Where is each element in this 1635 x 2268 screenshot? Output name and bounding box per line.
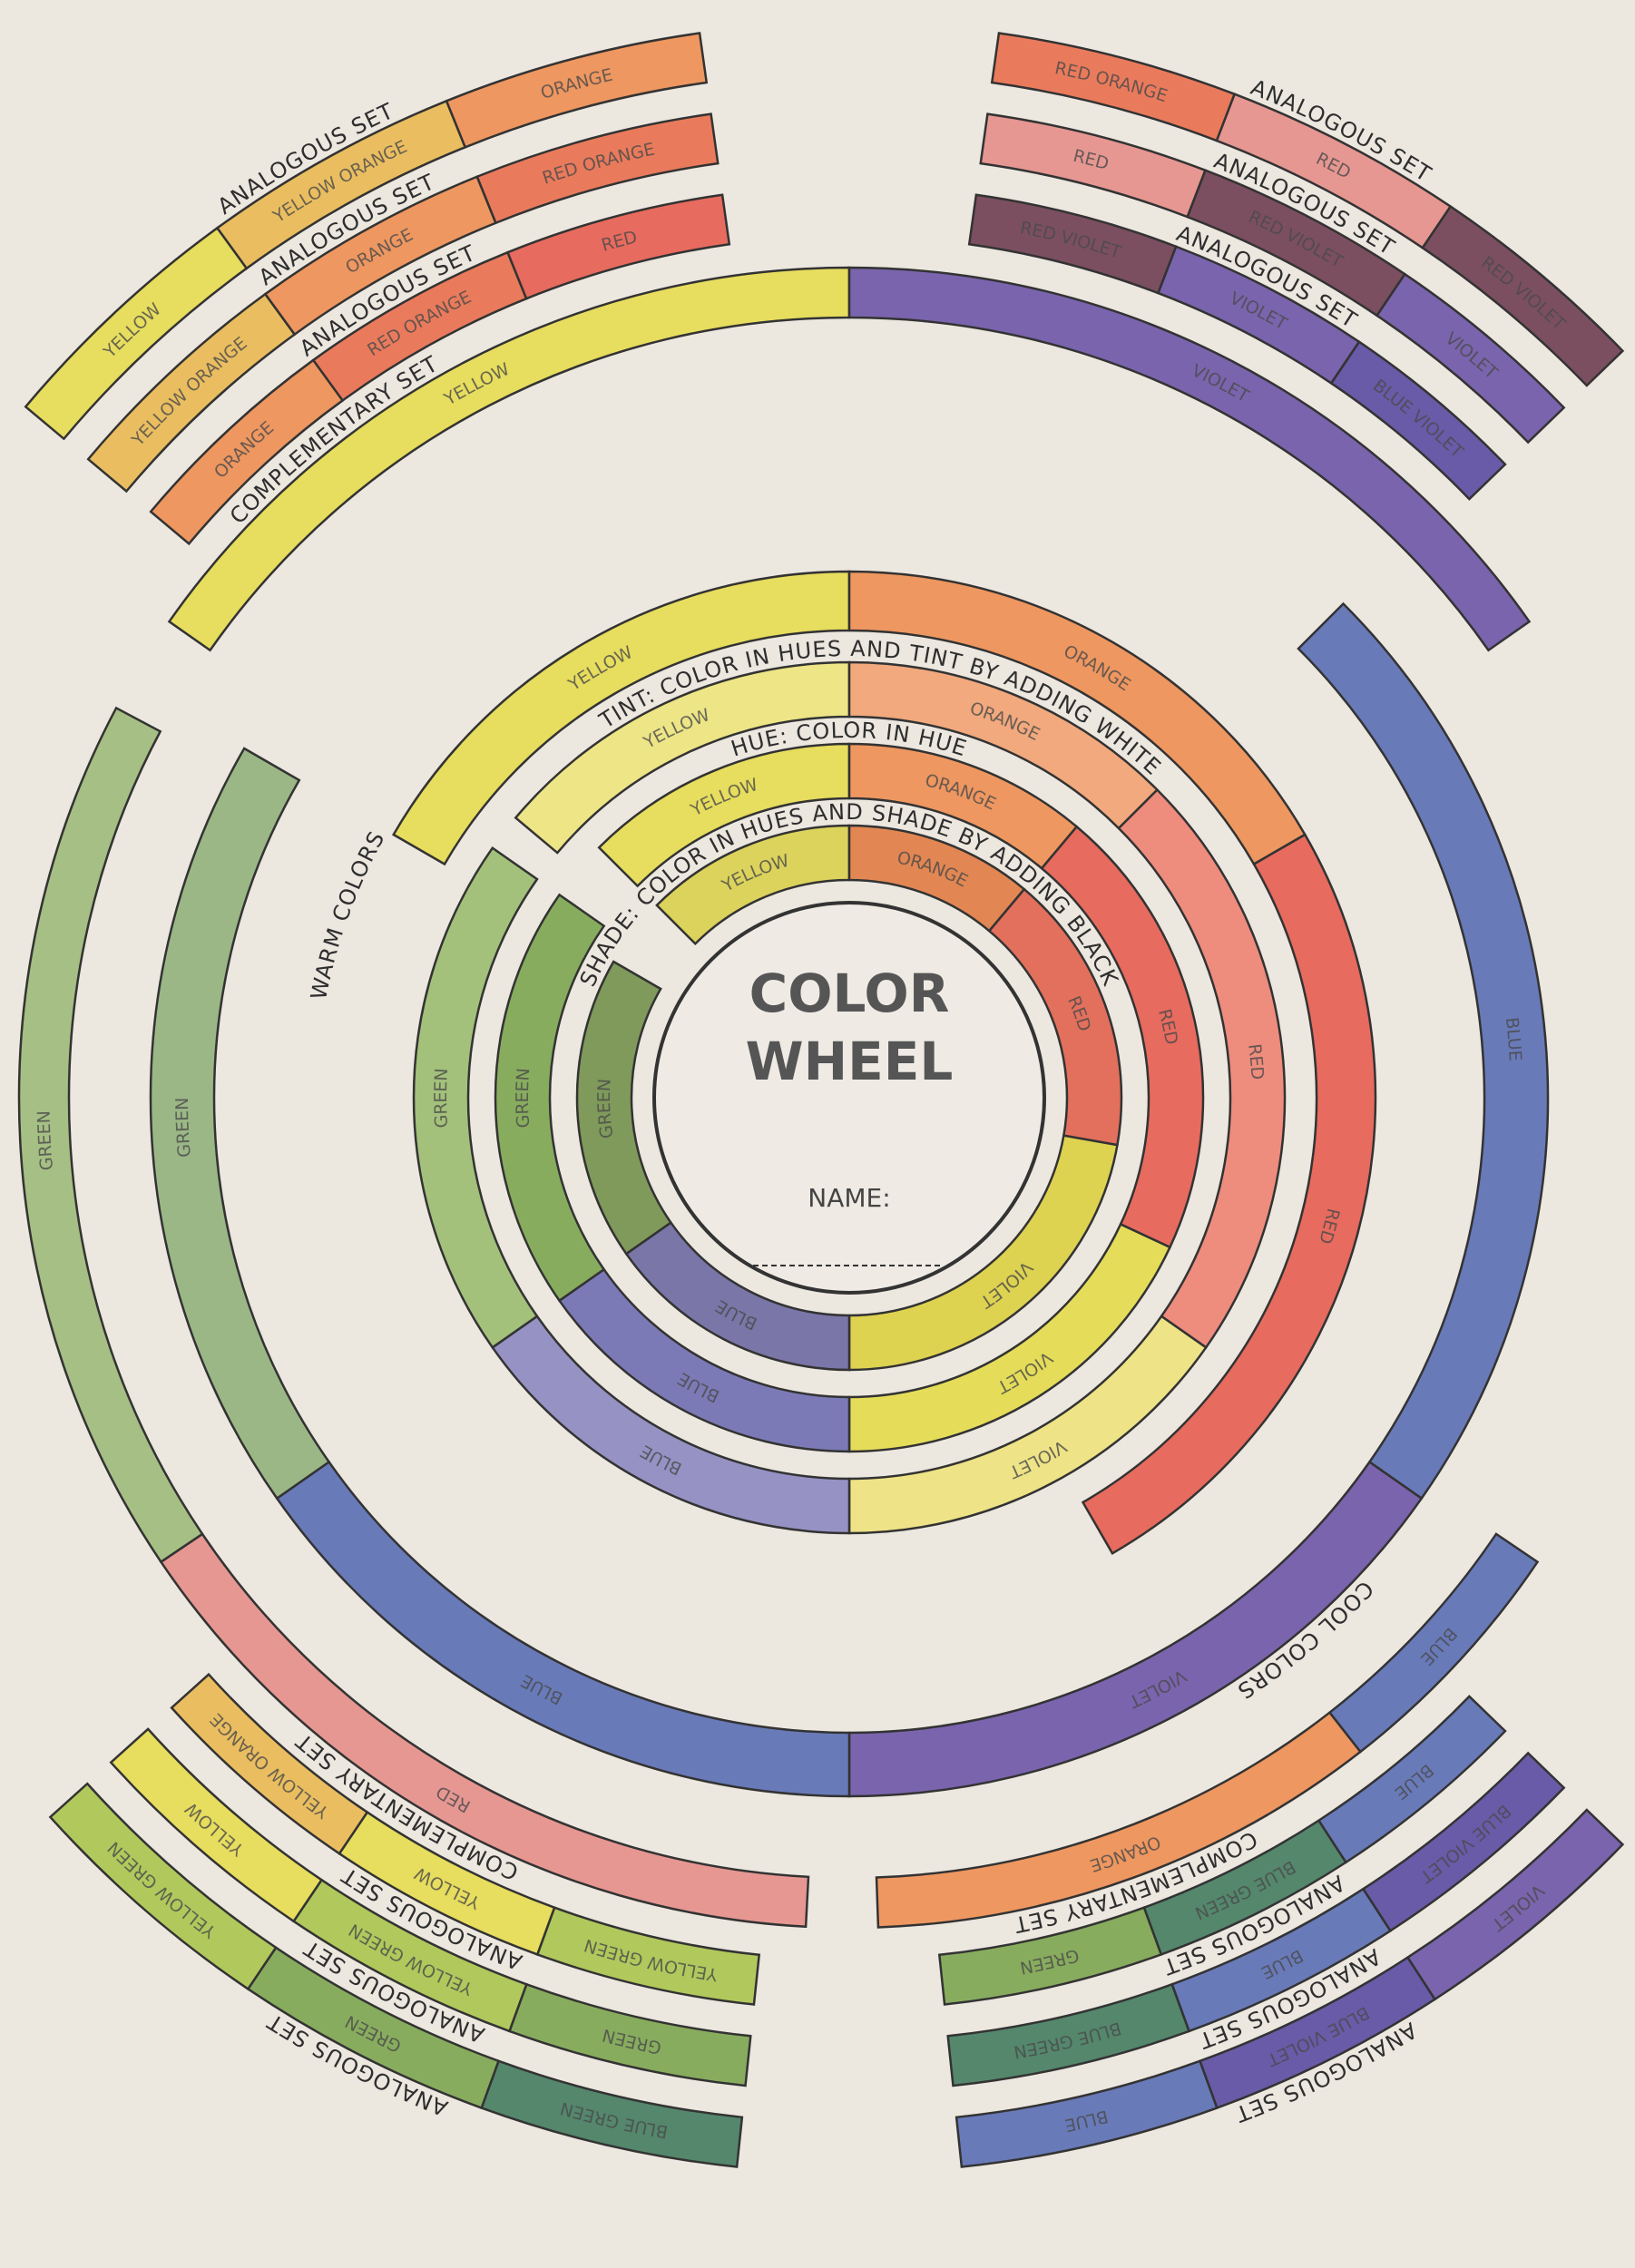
segment-label: RED [1245,1042,1268,1080]
ring-segment [475,112,720,225]
ring-segment [48,1782,278,1991]
ring-segment [149,747,331,1501]
ring-segment [494,893,606,1303]
segment-label-path: GREEN [593,1078,617,1139]
segment-label-path: GREEN [34,1110,56,1171]
ring-segment [505,193,731,300]
center-circle [652,901,1046,1295]
ring-segment [109,1727,324,1923]
segment-label: GREEN [512,1067,533,1129]
segment-label-path: GREEN [512,1067,533,1129]
segment-label: BLUE [1502,1016,1525,1061]
segment-label-path: GREEN [171,1098,194,1158]
ring-segment [445,32,709,149]
ring-segment [412,846,539,1350]
segment-label: GREEN [171,1098,194,1158]
ring-segment [1421,204,1625,387]
title-line: WHEEL [746,1031,954,1092]
ring-segment [955,2059,1219,2168]
ring-segment [170,1672,369,1855]
ring-segment [575,960,673,1256]
segment-label-path: BLUE [1502,1016,1525,1061]
name-label: NAME: [808,1183,890,1213]
ring-segment [937,1906,1163,2006]
segment-label-path: RED [1245,1042,1268,1080]
ring-segment [1329,340,1507,501]
ring-segment [1375,272,1566,445]
segment-label: GREEN [430,1068,451,1129]
segment-label: GREEN [34,1110,56,1171]
ring-segment [847,266,1532,652]
ring-segment [17,706,204,1564]
segment-label-path: GREEN [430,1068,451,1129]
ring-segment [946,1982,1191,2087]
segment-label: GREEN [593,1078,617,1139]
ring-segment [875,1710,1363,1929]
ring-segment [1081,833,1377,1555]
title-line: COLOR [749,963,950,1024]
